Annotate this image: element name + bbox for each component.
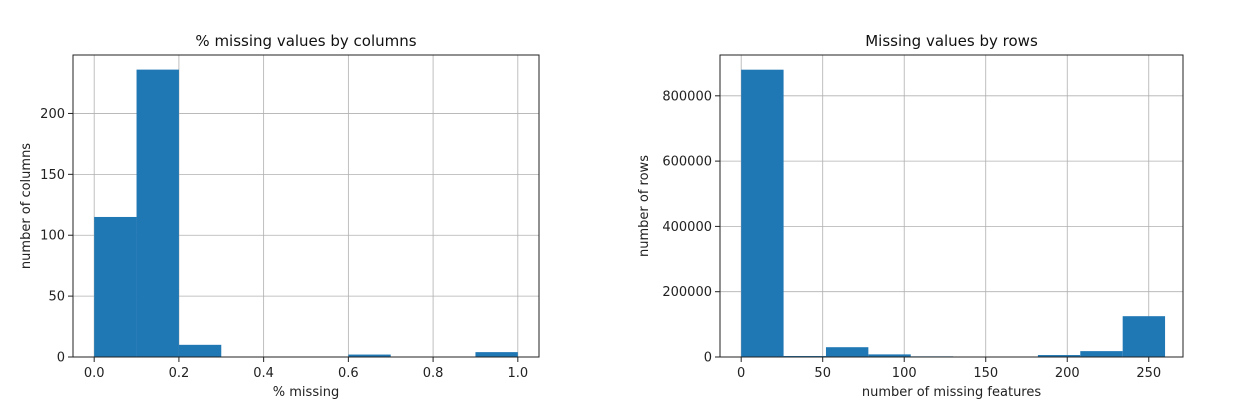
left-bar	[178, 344, 222, 357]
right-bar	[1080, 351, 1123, 357]
right-x-tick-label: 0	[737, 366, 745, 381]
left-y-tick-label: 100	[40, 229, 65, 244]
left-x-axis-label: % missing	[273, 385, 339, 400]
right-bar	[1122, 316, 1166, 357]
right-x-tick-label: 50	[814, 366, 831, 381]
left-x-tick-label: 0.6	[338, 366, 359, 381]
right-x-axis-label: number of missing features	[862, 385, 1042, 400]
right-bar	[741, 69, 784, 357]
right-axes-frame	[719, 54, 1184, 358]
left-x-tick-label: 0.0	[84, 366, 105, 381]
left-bar	[94, 216, 137, 357]
right-y-axis-label: number of rows	[637, 155, 652, 257]
right-bar	[1037, 355, 1081, 357]
right-bar	[868, 354, 911, 357]
right-x-tick-label: 250	[1136, 366, 1161, 381]
right-histogram: 0 50 100 150 200 250 0 200000 400000 600000 800000…	[637, 32, 1184, 400]
right-x-tick-label: 200	[1055, 366, 1080, 381]
left-bar	[475, 352, 518, 357]
left-axes-frame	[72, 54, 540, 358]
right-y-tick-label: 600000	[662, 155, 712, 170]
left-y-tick-label: 0	[57, 351, 65, 366]
left-bar	[348, 354, 391, 357]
left-chart-title: % missing values by columns	[195, 32, 416, 50]
right-x-tick-label: 100	[892, 366, 917, 381]
left-y-tick-label: 200	[40, 107, 65, 122]
left-y-tick-label: 150	[40, 168, 65, 183]
left-x-tick-label: 0.2	[169, 366, 190, 381]
left-histogram: 0.0 0.2 0.4 0.6 0.8 1.0 0 50 100 150 200 % missing …	[19, 32, 540, 400]
right-bar	[825, 347, 869, 357]
right-y-tick-label: 800000	[662, 89, 712, 104]
right-chart-title: Missing values by rows	[865, 32, 1038, 50]
left-bar	[136, 69, 179, 357]
left-x-tick-label: 1.0	[507, 366, 528, 381]
right-y-tick-label: 400000	[662, 220, 712, 235]
left-y-tick-label: 50	[48, 290, 65, 305]
left-x-tick-label: 0.4	[253, 366, 274, 381]
left-y-axis-label: number of columns	[19, 143, 34, 269]
right-y-tick-label: 200000	[662, 285, 712, 300]
left-x-tick-label: 0.8	[423, 366, 444, 381]
right-y-tick-label: 0	[704, 351, 712, 366]
right-x-tick-label: 150	[973, 366, 998, 381]
